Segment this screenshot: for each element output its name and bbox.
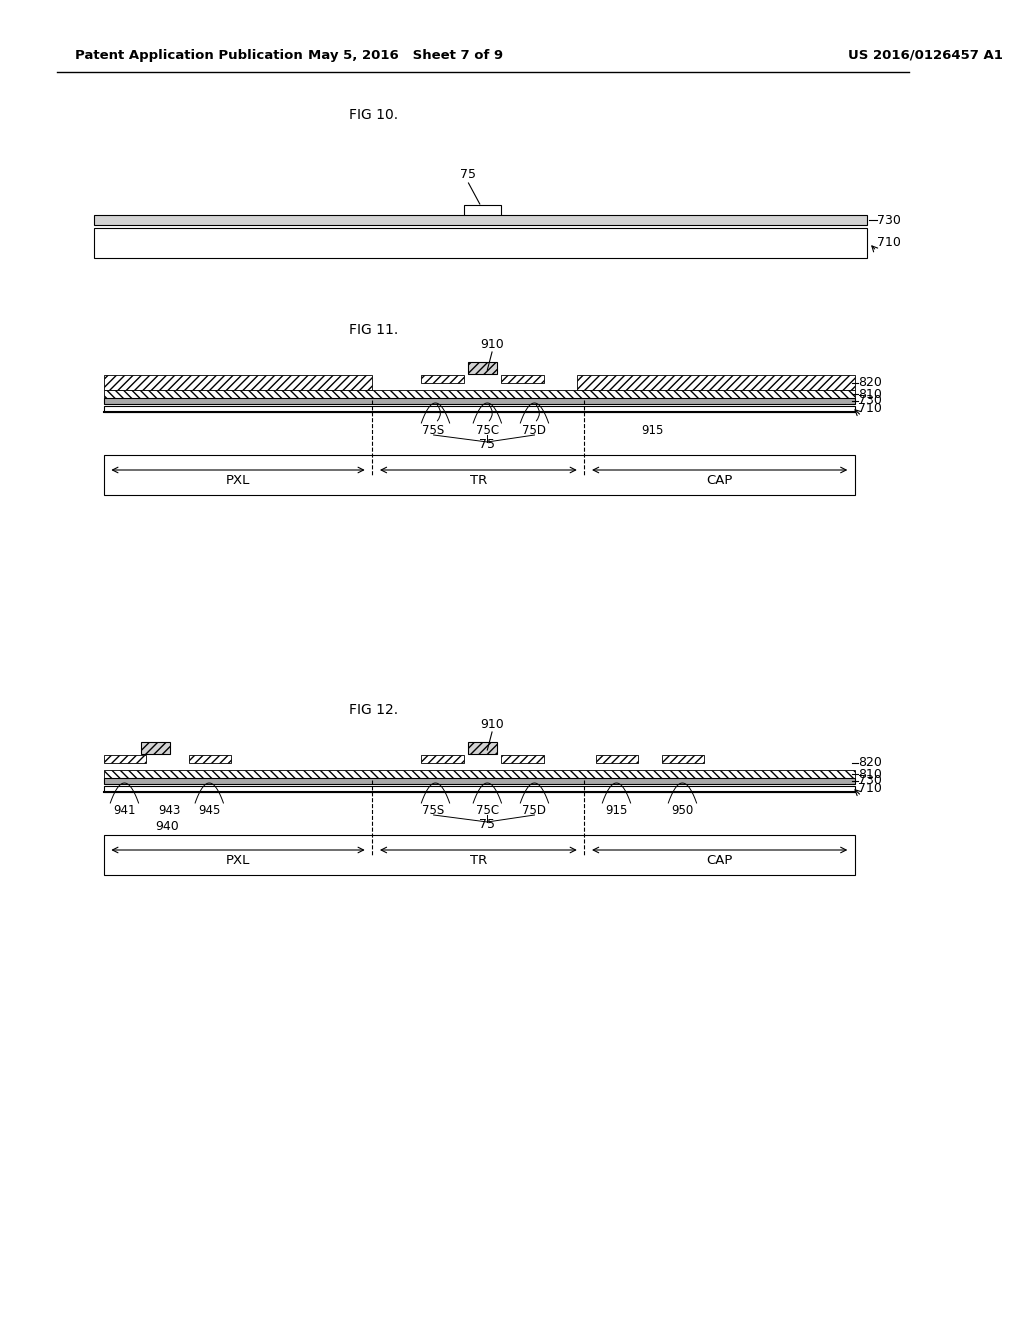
Bar bbox=[577, 375, 855, 389]
Text: 75: 75 bbox=[461, 169, 476, 181]
Bar bbox=[502, 375, 544, 383]
Bar bbox=[103, 785, 855, 792]
Bar bbox=[103, 407, 855, 412]
Bar bbox=[103, 399, 855, 404]
Bar bbox=[464, 205, 502, 216]
Text: 75S: 75S bbox=[423, 424, 444, 437]
Bar bbox=[94, 228, 867, 257]
Text: PXL: PXL bbox=[226, 854, 250, 866]
Bar bbox=[596, 755, 638, 763]
Text: 810: 810 bbox=[858, 767, 882, 780]
Text: 75S: 75S bbox=[423, 804, 444, 817]
Text: 710: 710 bbox=[858, 783, 882, 796]
Text: 75C: 75C bbox=[476, 804, 499, 817]
Text: 945: 945 bbox=[198, 804, 220, 817]
Bar bbox=[468, 742, 497, 754]
Text: 75D: 75D bbox=[522, 424, 547, 437]
Text: Patent Application Publication: Patent Application Publication bbox=[76, 49, 303, 62]
Bar bbox=[188, 755, 231, 763]
Bar bbox=[103, 755, 146, 763]
Text: 820: 820 bbox=[858, 756, 882, 770]
Text: 950: 950 bbox=[672, 804, 693, 817]
Bar bbox=[421, 755, 464, 763]
Text: 910: 910 bbox=[480, 338, 504, 351]
Text: May 5, 2016   Sheet 7 of 9: May 5, 2016 Sheet 7 of 9 bbox=[308, 49, 503, 62]
Text: 75: 75 bbox=[479, 438, 496, 451]
Text: 910: 910 bbox=[480, 718, 504, 731]
Text: 730: 730 bbox=[877, 214, 900, 227]
Text: FIG 10.: FIG 10. bbox=[349, 108, 398, 121]
Text: TR: TR bbox=[470, 474, 487, 487]
Bar bbox=[103, 455, 855, 495]
Bar bbox=[103, 389, 855, 399]
Bar bbox=[103, 375, 373, 389]
Text: US 2016/0126457 A1: US 2016/0126457 A1 bbox=[848, 49, 1004, 62]
Text: 941: 941 bbox=[114, 804, 135, 817]
Text: FIG 12.: FIG 12. bbox=[349, 704, 398, 717]
Text: 710: 710 bbox=[877, 236, 900, 249]
Text: 75D: 75D bbox=[522, 804, 547, 817]
Bar bbox=[141, 742, 170, 754]
Bar bbox=[502, 755, 544, 763]
Text: TR: TR bbox=[470, 854, 487, 866]
Text: 940: 940 bbox=[155, 821, 179, 833]
Text: 75: 75 bbox=[479, 818, 496, 832]
Text: 710: 710 bbox=[858, 403, 882, 416]
Text: 810: 810 bbox=[858, 388, 882, 400]
Text: PXL: PXL bbox=[226, 474, 250, 487]
Text: 730: 730 bbox=[858, 395, 882, 408]
Bar bbox=[421, 375, 464, 383]
Text: FIG 11.: FIG 11. bbox=[349, 323, 398, 337]
Text: 915: 915 bbox=[641, 424, 664, 437]
Text: 915: 915 bbox=[605, 804, 628, 817]
Text: 820: 820 bbox=[858, 376, 882, 389]
Bar bbox=[94, 215, 867, 224]
Bar bbox=[103, 770, 855, 777]
Text: 75C: 75C bbox=[476, 424, 499, 437]
Text: 730: 730 bbox=[858, 775, 882, 788]
Text: 943: 943 bbox=[159, 804, 181, 817]
Bar bbox=[468, 362, 497, 374]
Text: CAP: CAP bbox=[707, 854, 733, 866]
Bar bbox=[103, 777, 855, 784]
Bar bbox=[103, 836, 855, 875]
Bar bbox=[662, 755, 705, 763]
Text: CAP: CAP bbox=[707, 474, 733, 487]
